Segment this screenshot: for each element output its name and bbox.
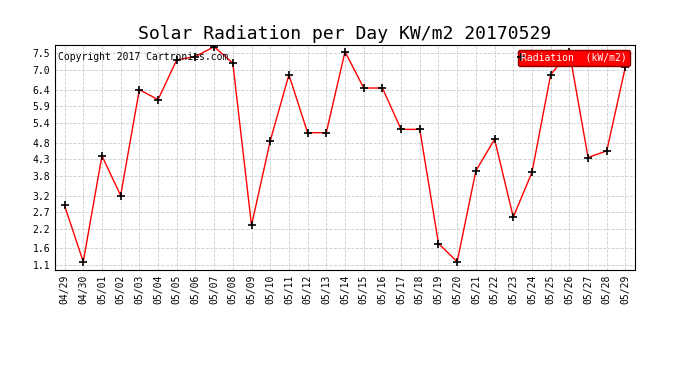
Radiation  (kW/m2) bbox=[210, 44, 218, 49]
Radiation  (kW/m2) bbox=[341, 50, 349, 54]
Radiation  (kW/m2) bbox=[117, 193, 125, 198]
Radiation  (kW/m2) bbox=[304, 130, 312, 135]
Radiation  (kW/m2) bbox=[546, 72, 555, 77]
Radiation  (kW/m2) bbox=[491, 137, 499, 141]
Radiation  (kW/m2) bbox=[415, 127, 424, 132]
Radiation  (kW/m2) bbox=[154, 98, 162, 102]
Radiation  (kW/m2) bbox=[528, 170, 536, 175]
Radiation  (kW/m2) bbox=[584, 155, 592, 160]
Radiation  (kW/m2) bbox=[565, 50, 573, 54]
Radiation  (kW/m2) bbox=[172, 58, 181, 62]
Radiation  (kW/m2) bbox=[359, 86, 368, 90]
Legend: Radiation  (kW/m2): Radiation (kW/m2) bbox=[518, 50, 630, 66]
Radiation  (kW/m2) bbox=[266, 139, 275, 143]
Radiation  (kW/m2) bbox=[602, 148, 611, 153]
Radiation  (kW/m2) bbox=[434, 241, 442, 246]
Radiation  (kW/m2) bbox=[248, 223, 256, 228]
Radiation  (kW/m2) bbox=[191, 54, 199, 59]
Radiation  (kW/m2) bbox=[79, 260, 88, 264]
Radiation  (kW/m2) bbox=[228, 61, 237, 66]
Title: Solar Radiation per Day KW/m2 20170529: Solar Radiation per Day KW/m2 20170529 bbox=[139, 26, 551, 44]
Radiation  (kW/m2) bbox=[472, 168, 480, 173]
Radiation  (kW/m2) bbox=[621, 64, 629, 69]
Radiation  (kW/m2) bbox=[98, 154, 106, 158]
Radiation  (kW/m2) bbox=[322, 130, 331, 135]
Line: Radiation  (kW/m2): Radiation (kW/m2) bbox=[61, 42, 629, 266]
Radiation  (kW/m2) bbox=[378, 86, 386, 90]
Radiation  (kW/m2) bbox=[135, 87, 144, 92]
Radiation  (kW/m2) bbox=[453, 260, 462, 264]
Radiation  (kW/m2) bbox=[285, 72, 293, 77]
Radiation  (kW/m2) bbox=[397, 127, 405, 132]
Text: Copyright 2017 Cartronics.com: Copyright 2017 Cartronics.com bbox=[58, 52, 228, 62]
Radiation  (kW/m2) bbox=[509, 215, 518, 219]
Radiation  (kW/m2) bbox=[61, 203, 69, 208]
